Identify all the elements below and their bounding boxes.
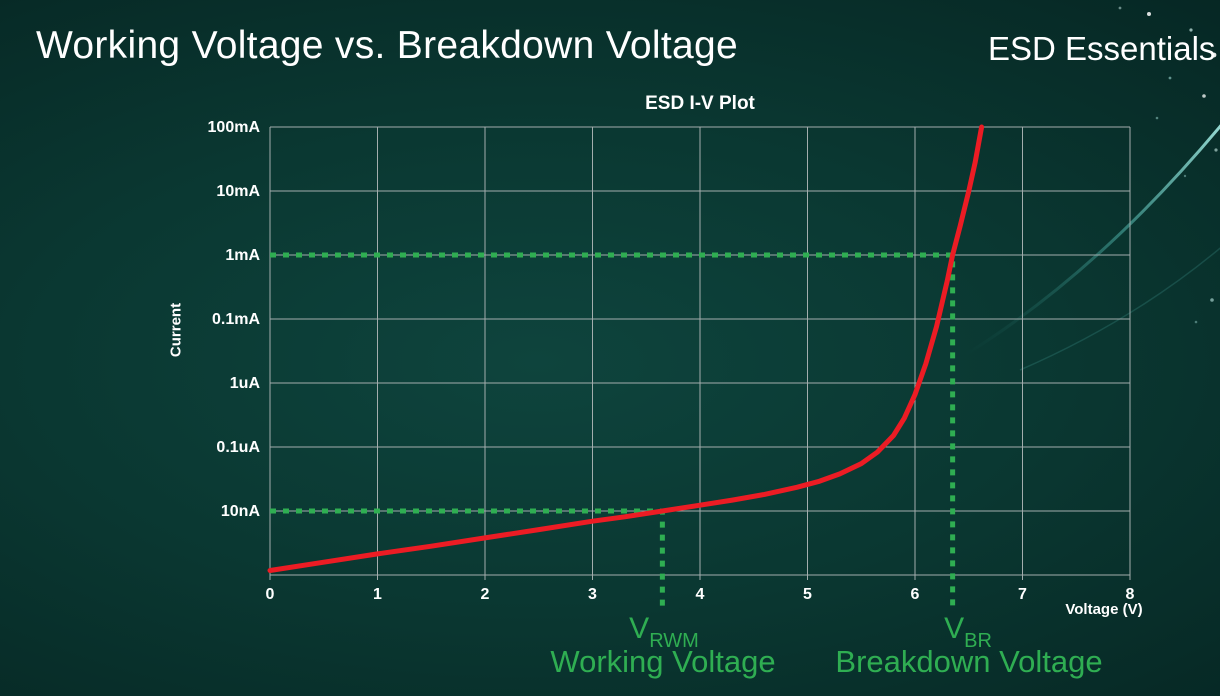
x-tick-label: 6 xyxy=(911,586,920,603)
x-tick-label: 1 xyxy=(373,586,382,603)
vrwm-symbol: V xyxy=(629,612,650,645)
x-tick-label: 4 xyxy=(696,586,705,603)
vrwm-subscript: RWM xyxy=(649,630,699,652)
x-tick-label: 2 xyxy=(481,586,490,603)
vbr-label: VBR xyxy=(944,612,992,652)
y-tick-label: 1mA xyxy=(225,247,260,264)
x-tick-label: 8 xyxy=(1126,586,1135,603)
y-tick-label: 0.1mA xyxy=(212,311,260,328)
x-tick-label: 0 xyxy=(266,586,275,603)
x-tick-label: 5 xyxy=(803,586,812,603)
chart-title: ESD I-V Plot xyxy=(645,93,755,114)
breakdown-voltage-caption: Breakdown Voltage xyxy=(835,644,1103,679)
slide-title: Working Voltage vs. Breakdown Voltage xyxy=(36,24,738,67)
y-tick-label: 10nA xyxy=(221,503,261,520)
y-axis-title: Current xyxy=(167,302,185,358)
vbr-symbol: V xyxy=(944,612,965,645)
y-tick-label: 100mA xyxy=(208,119,261,136)
brand-text: ESD Essentials xyxy=(988,30,1216,67)
annotation-guide-br xyxy=(270,252,956,612)
working-voltage-caption: Working Voltage xyxy=(550,644,776,679)
y-tick-label: 1uA xyxy=(230,375,261,392)
y-tick-label: 10mA xyxy=(216,183,260,200)
x-axis-title: Voltage (V) xyxy=(1065,601,1143,618)
vbr-subscript: BR xyxy=(964,630,992,652)
vrwm-label: VRWM xyxy=(629,612,699,652)
x-tick-label: 7 xyxy=(1018,586,1027,603)
x-tick-label: 3 xyxy=(588,586,597,603)
y-tick-label: 0.1uA xyxy=(216,439,260,456)
iv-curve xyxy=(267,124,985,573)
